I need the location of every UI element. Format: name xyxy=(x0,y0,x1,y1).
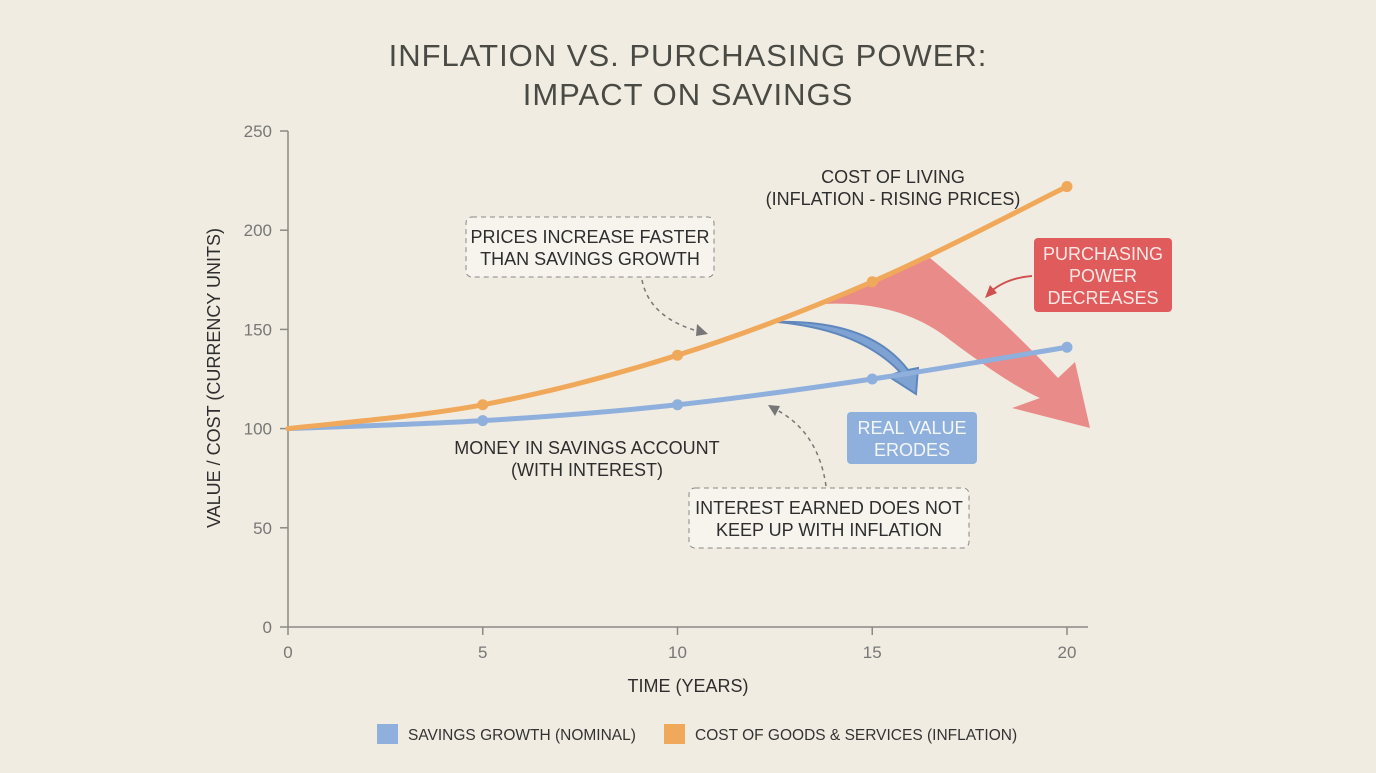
money-savings-text-2: (WITH INTEREST) xyxy=(511,460,663,480)
y-axis-label: VALUE / COST (CURRENCY UNITS) xyxy=(204,228,224,528)
purchasing-power-text-2: POWER xyxy=(1069,266,1137,286)
y-tick-label: 50 xyxy=(253,519,272,538)
prices-faster-callout xyxy=(465,216,715,278)
legend: SAVINGS GROWTH (NOMINAL) COST OF GOODS &… xyxy=(377,724,1017,744)
x-tick-label: 15 xyxy=(863,643,882,662)
data-point-0-4 xyxy=(1061,341,1073,353)
purchasing-power-text-1: PURCHASING xyxy=(1043,244,1163,264)
y-tick-label: 200 xyxy=(244,221,272,240)
chart-title-line-2: IMPACT ON SAVINGS xyxy=(523,77,854,112)
legend-label-savings: SAVINGS GROWTH (NOMINAL) xyxy=(408,727,636,744)
data-point-0-1 xyxy=(477,415,489,427)
data-point-0-2 xyxy=(672,399,683,411)
prices-faster-text-2: THAN SAVINGS GROWTH xyxy=(480,249,700,269)
y-tick-label: 150 xyxy=(244,320,272,339)
real-value-badge xyxy=(847,412,977,464)
data-point-1-1 xyxy=(477,399,489,411)
real-value-text-1: REAL VALUE xyxy=(857,418,966,438)
data-point-0-3 xyxy=(866,373,878,385)
interest-earned-callout xyxy=(688,487,970,549)
x-axis-label: TIME (YEARS) xyxy=(627,676,748,696)
y-tick-label: 0 xyxy=(263,618,272,637)
x-tick-label: 20 xyxy=(1058,643,1077,662)
x-tick-label: 0 xyxy=(283,643,292,662)
cost-of-living-label-1: COST OF LIVING xyxy=(821,167,965,187)
chart-title-line-1: INFLATION VS. PURCHASING POWER: xyxy=(389,38,988,73)
interest-earned-text-2: KEEP UP WITH INFLATION xyxy=(716,520,942,540)
data-point-1-4 xyxy=(1061,181,1073,193)
purchasing-power-pointer-head xyxy=(985,285,997,298)
purchasing-power-badge xyxy=(1034,238,1172,312)
x-tick-label: 5 xyxy=(478,643,487,662)
legend-swatch-cost xyxy=(664,724,685,744)
prices-faster-text-1: PRICES INCREASE FASTER xyxy=(470,227,709,247)
x-tick-label: 10 xyxy=(668,643,687,662)
purchasing-power-arrow xyxy=(822,258,1090,428)
interest-earned-text-1: INTEREST EARNED DOES NOT xyxy=(695,498,963,518)
interest-earned-pointer xyxy=(772,407,827,487)
data-point-1-3 xyxy=(866,276,878,288)
y-tick-label: 250 xyxy=(244,122,272,141)
series-layer xyxy=(285,181,1073,432)
legend-swatch-savings xyxy=(377,724,398,744)
prices-faster-pointer xyxy=(641,279,706,334)
legend-label-cost: COST OF GOODS & SERVICES (INFLATION) xyxy=(695,727,1017,744)
prices-faster-arrowhead xyxy=(696,324,708,336)
axes: 0 50 100 150 200 250 0 5 10 15 20 xyxy=(244,122,1088,662)
interest-earned-arrowhead xyxy=(768,405,780,416)
real-value-text-2: ERODES xyxy=(874,440,950,460)
data-point-1-2 xyxy=(672,349,683,361)
real-value-arrow xyxy=(777,320,920,396)
purchasing-power-text-3: DECREASES xyxy=(1047,288,1158,308)
cost-of-living-label-2: (INFLATION - RISING PRICES) xyxy=(766,189,1021,209)
money-savings-text-1: MONEY IN SAVINGS ACCOUNT xyxy=(454,438,719,458)
y-tick-label: 100 xyxy=(244,420,272,439)
